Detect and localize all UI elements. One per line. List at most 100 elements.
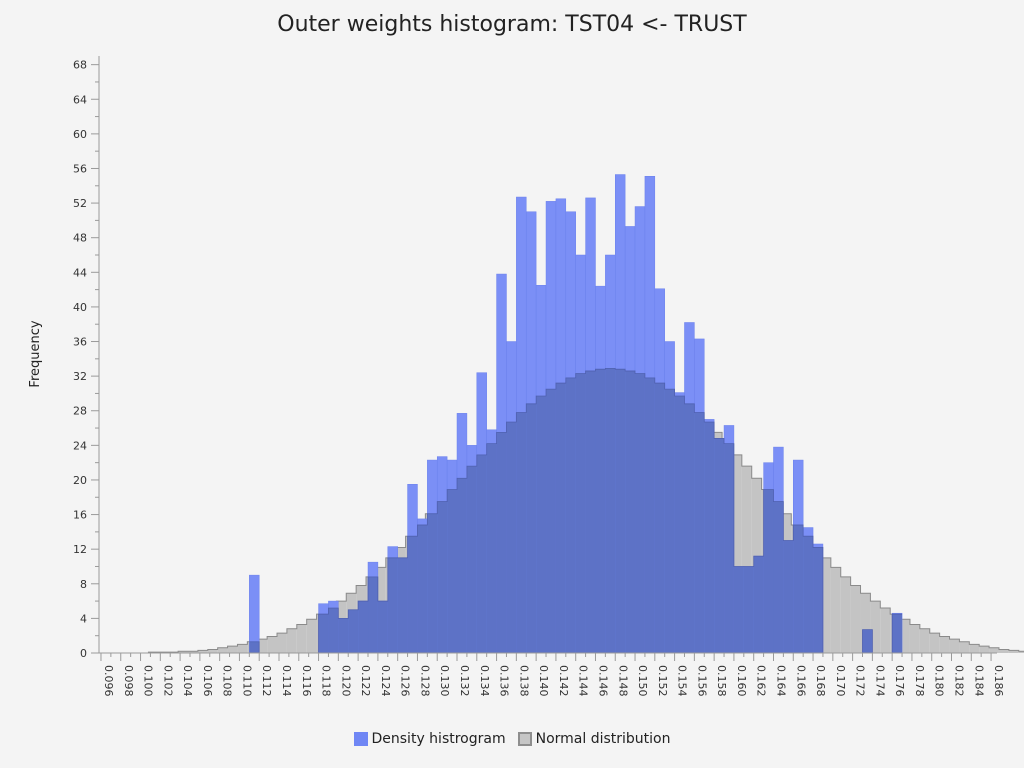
x-tick-label: 0.180	[933, 665, 946, 697]
overlap-bar	[546, 389, 556, 653]
x-tick-label: 0.164	[774, 665, 787, 697]
x-tick-label: 0.108	[221, 665, 234, 697]
normal-bar	[969, 644, 980, 653]
overlap-bar	[684, 403, 695, 653]
normal-bar	[919, 628, 930, 653]
density-swatch-icon	[353, 732, 368, 746]
chart-title: Outer weights histogram: TST04 <- TRUST	[277, 12, 747, 37]
x-tick-label: 0.128	[418, 665, 431, 697]
normal-bar	[237, 644, 248, 653]
normal-bar	[949, 639, 960, 653]
x-tick-label: 0.160	[735, 665, 748, 697]
normal-swatch-icon	[517, 732, 532, 746]
x-tick-label: 0.118	[320, 665, 333, 697]
x-tick-label: 0.106	[201, 665, 214, 697]
y-tick-label: 60	[73, 128, 87, 141]
overlap-bar	[803, 536, 814, 653]
normal-bar	[286, 628, 297, 653]
x-tick-label: 0.186	[992, 665, 1005, 697]
density-bar	[249, 574, 260, 654]
y-tick-label: 32	[73, 370, 87, 383]
overlap-bar	[862, 629, 873, 653]
overlap-bar	[654, 383, 665, 653]
y-tick-label: 16	[73, 509, 87, 522]
x-tick-label: 0.098	[122, 665, 135, 697]
x-tick-label: 0.154	[676, 665, 689, 697]
legend-item-normal[interactable]: Normal distribution	[517, 731, 670, 747]
x-tick-label: 0.112	[260, 665, 273, 697]
x-tick-label: 0.146	[596, 665, 609, 697]
normal-bar	[870, 601, 881, 653]
x-tick-label: 0.170	[834, 665, 847, 697]
x-tick-label: 0.178	[913, 665, 926, 697]
overlap-bar	[585, 370, 596, 653]
overlap-bar	[595, 369, 606, 653]
overlap-bar	[892, 614, 903, 653]
normal-bar	[989, 647, 999, 653]
y-tick-label: 48	[73, 232, 87, 245]
x-tick-label: 0.184	[972, 665, 985, 697]
x-tick-label: 0.172	[854, 665, 867, 697]
overlap-bar	[793, 524, 804, 653]
x-tick-label: 0.124	[379, 665, 392, 697]
normal-bar	[267, 636, 278, 653]
overlap-bar	[615, 369, 626, 653]
overlap-bar	[417, 524, 428, 653]
x-tick-label: 0.136	[498, 665, 511, 697]
overlap-layer	[249, 367, 903, 654]
overlap-bar	[368, 576, 378, 653]
y-tick-label: 68	[73, 59, 87, 72]
x-tick-label: 0.166	[794, 665, 807, 697]
normal-bar	[1018, 651, 1024, 653]
normal-bar	[840, 576, 851, 653]
x-tick-label: 0.130	[438, 665, 451, 697]
overlap-bar	[407, 536, 418, 653]
overlap-bar	[644, 377, 655, 653]
x-tick-label: 0.114	[280, 665, 293, 697]
overlap-bar	[536, 396, 547, 653]
overlap-bar	[457, 478, 467, 653]
normal-bar	[909, 624, 920, 653]
overlap-bar	[348, 609, 359, 653]
overlap-bar	[763, 489, 774, 653]
normal-bar	[188, 651, 198, 653]
normal-bar	[296, 624, 307, 653]
y-axis-label: Frequency	[28, 320, 43, 387]
normal-bar	[207, 649, 218, 653]
x-tick-label: 0.168	[814, 665, 827, 697]
legend-item-density[interactable]: Density histrogram	[353, 731, 506, 747]
x-tick-label: 0.138	[517, 665, 530, 697]
normal-bar	[1008, 650, 1019, 653]
normal-bar	[257, 639, 268, 653]
overlap-bar	[318, 614, 329, 653]
x-tick-label: 0.142	[557, 665, 570, 697]
overlap-bar	[704, 421, 715, 653]
overlap-bar	[358, 601, 369, 653]
overlap-bar	[427, 513, 438, 653]
y-tick-label: 4	[80, 612, 87, 625]
overlap-bar	[437, 501, 448, 653]
normal-bar	[197, 650, 208, 653]
normal-bar	[959, 641, 970, 653]
y-tick-label: 12	[73, 543, 87, 556]
overlap-outline	[249, 367, 903, 654]
legend-label-density: Density histrogram	[371, 731, 506, 747]
x-tick-label: 0.152	[656, 665, 669, 697]
normal-bar	[741, 466, 752, 653]
overlap-bar	[813, 547, 823, 653]
overlap-bar	[635, 373, 645, 653]
normal-bar	[998, 649, 1009, 653]
normal-bar	[227, 646, 238, 653]
overlap-bar	[526, 403, 537, 653]
y-tick-label: 0	[80, 647, 87, 660]
y-tick-label: 64	[73, 93, 87, 106]
y-tick-label: 24	[73, 439, 87, 452]
overlap-bar	[466, 466, 477, 653]
y-tick-label: 28	[73, 405, 87, 418]
x-tick-label: 0.126	[399, 665, 412, 697]
overlap-bar	[447, 489, 458, 653]
x-tick-label: 0.122	[359, 665, 372, 697]
overlap-bar	[674, 396, 685, 653]
y-tick-label: 56	[73, 162, 87, 175]
overlap-bar	[486, 443, 497, 653]
